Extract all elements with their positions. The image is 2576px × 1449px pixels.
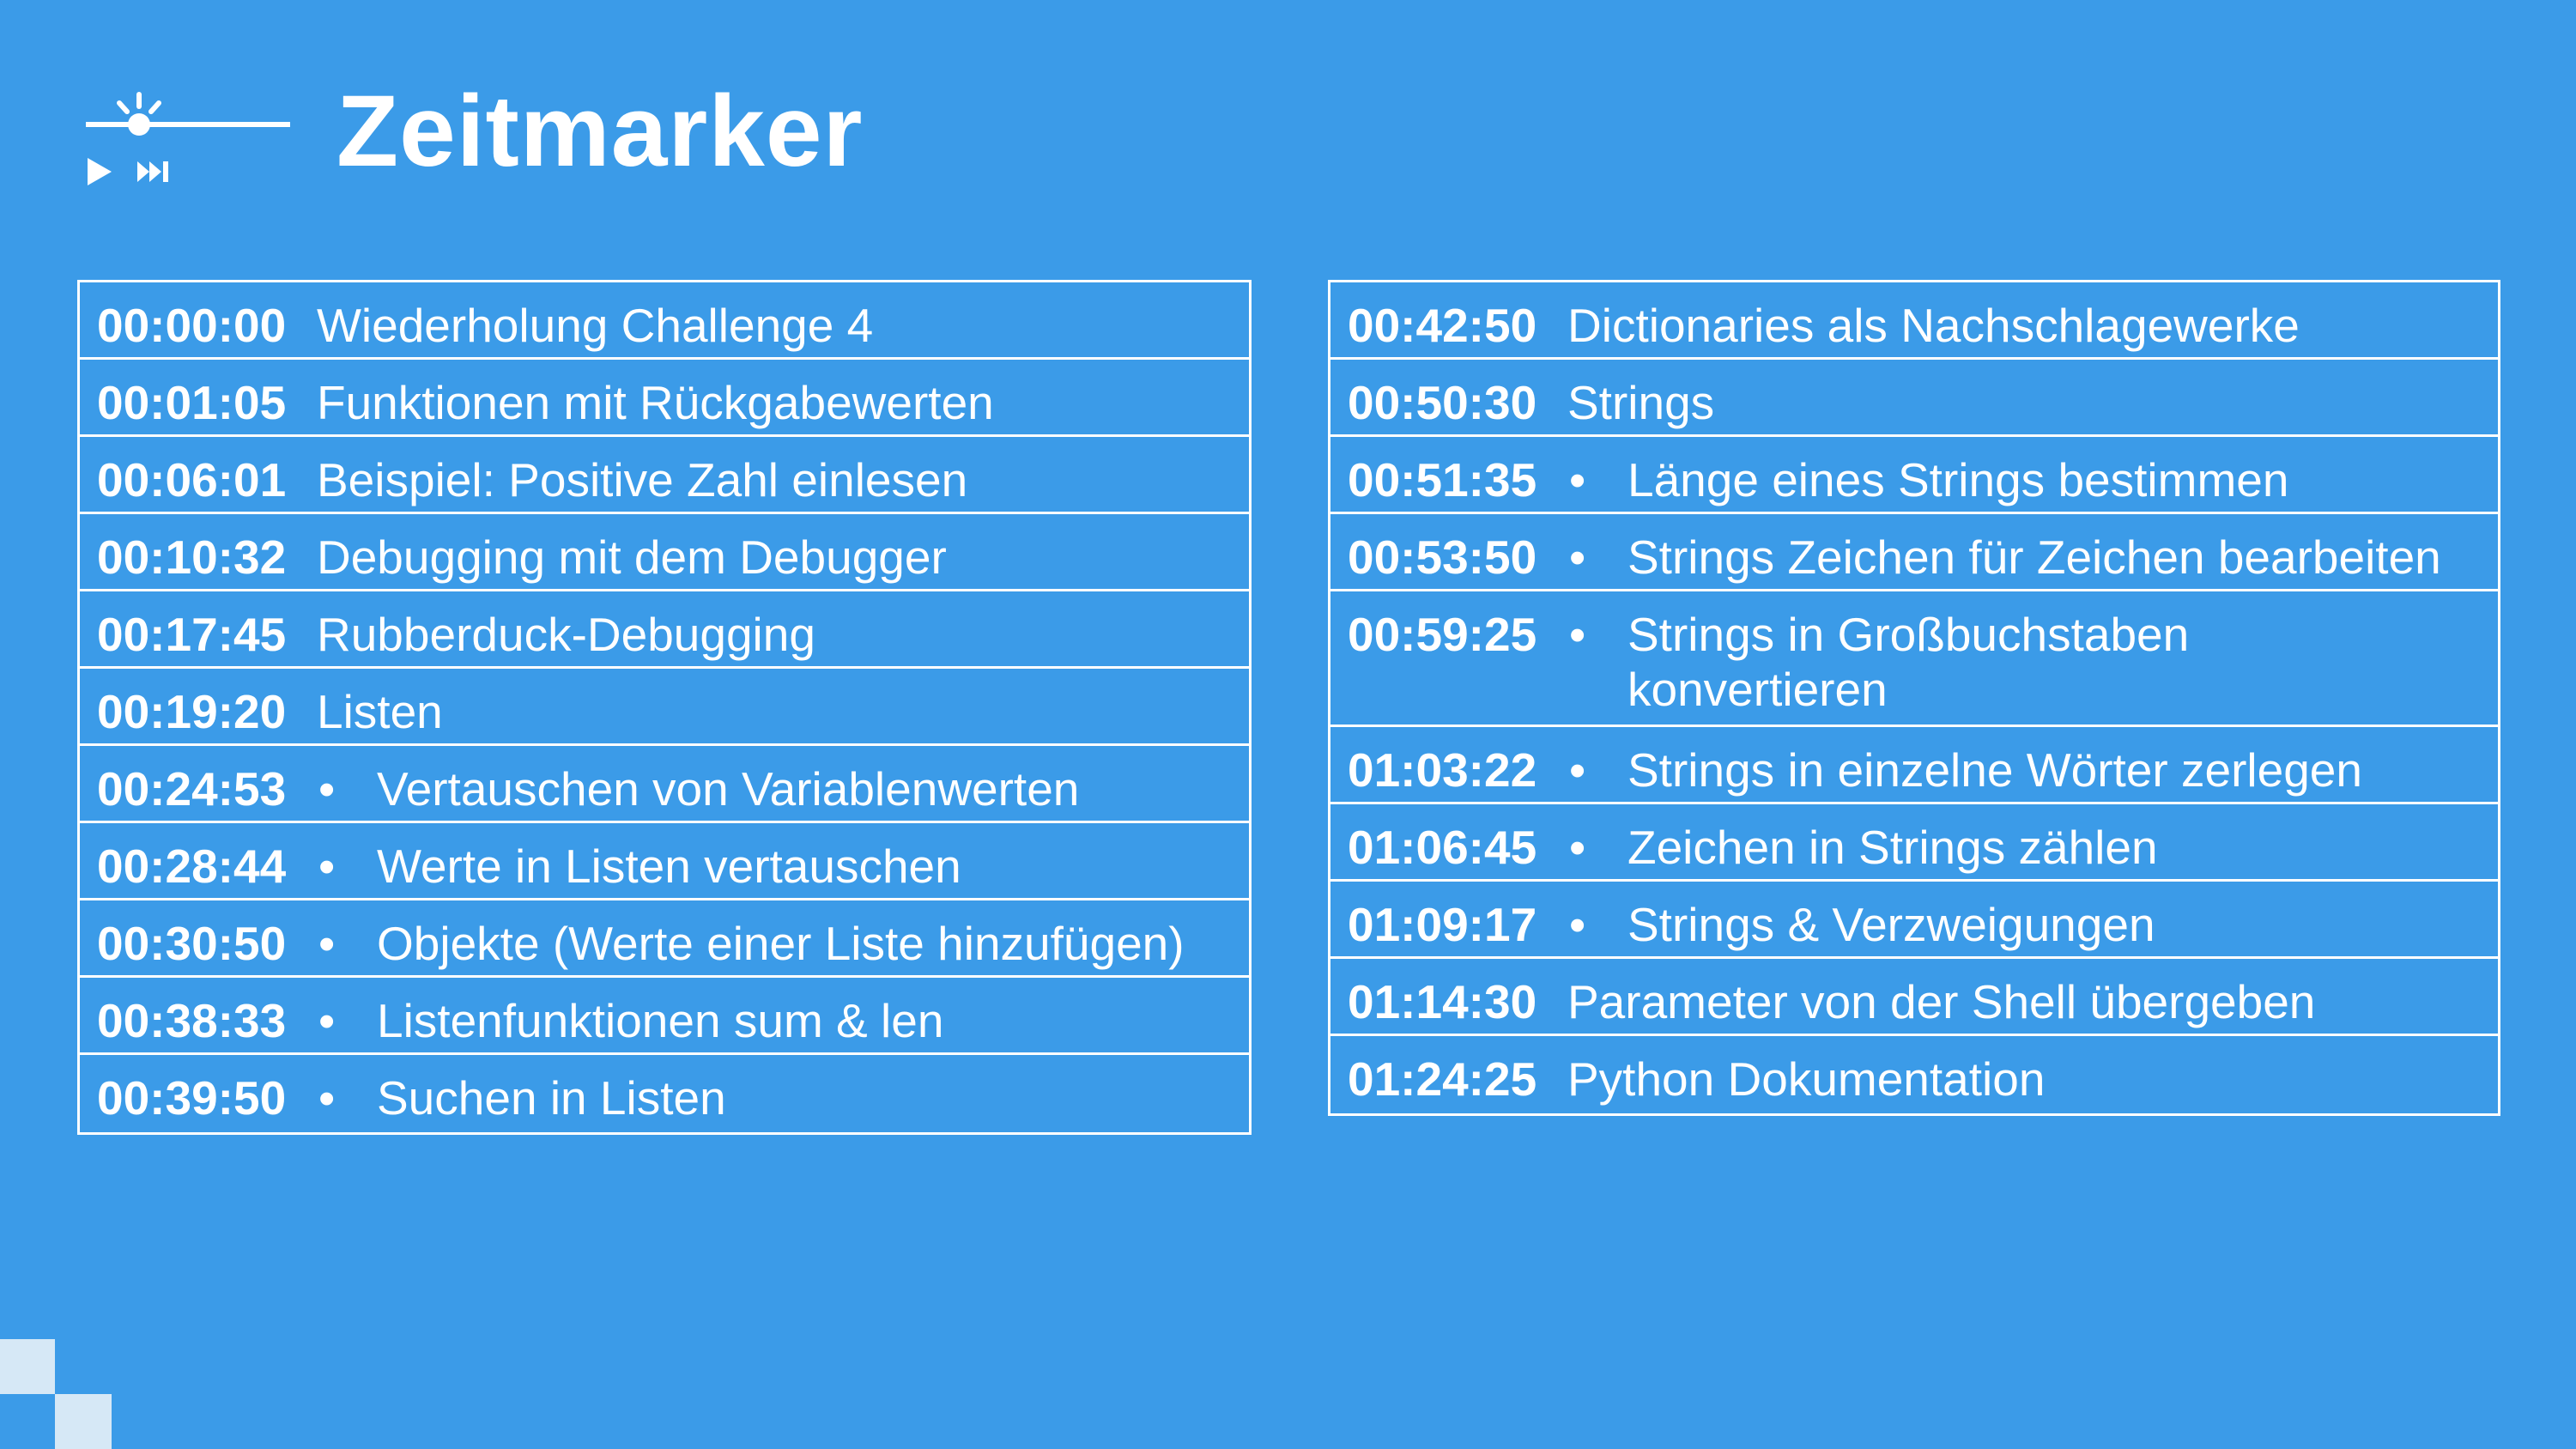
bullet-icon: • [1569,530,1586,584]
timestamp: 00:30:50 [97,917,287,970]
timestamp-row: 00:06:01 Beispiel: Positive Zahl einlesen [80,437,1249,514]
topic-label: Werte in Listen vertauschen [377,840,961,893]
topic-label: Beispiel: Positive Zahl einlesen [317,453,968,506]
timestamp-row: 00:39:50 • Suchen in Listen [80,1055,1249,1132]
bullet-icon: • [1569,608,1586,661]
timestamp-row: 00:17:45 Rubberduck-Debugging [80,591,1249,669]
timestamp: 00:01:05 [97,376,287,429]
timestamp-row: 00:38:33 • Listenfunktionen sum & len [80,978,1249,1055]
bullet-icon: • [318,917,336,970]
timestamp: 01:03:22 [1348,743,1537,797]
timestamp: 00:51:35 [1348,453,1537,506]
bullet-icon: • [318,762,336,815]
timestamp: 00:59:25 [1348,608,1537,661]
timestamp-row: 00:51:35 • Länge eines Strings bestimmen [1330,437,2498,514]
timestamp: 00:53:50 [1348,530,1537,584]
timestamp-row: 01:24:25 Python Dokumentation [1330,1036,2498,1113]
bullet-icon: • [1569,453,1586,506]
topic-label: Debugging mit dem Debugger [317,530,947,584]
timestamp-row: 00:10:32 Debugging mit dem Debugger [80,514,1249,591]
timestamp: 00:06:01 [97,453,287,506]
timestamp-table-right: 00:42:50 Dictionaries als Nachschlagewerk… [1328,280,2500,1116]
timestamp-table-left: 00:00:00 Wiederholung Challenge 4 00:01:05… [77,280,1252,1135]
timestamp-row: 00:50:30 Strings [1330,360,2498,437]
bullet-icon: • [1569,743,1586,797]
topic-label: Funktionen mit Rückgabewerten [317,376,994,429]
timestamp: 00:17:45 [97,608,287,661]
bullet-icon: • [318,994,336,1047]
topic-label: Strings in Großbuchstaben konvertieren [1627,608,2190,716]
page-title: Zeitmarker [336,75,864,188]
timestamp-row: 01:14:30 Parameter von der Shell übergebe… [1330,959,2498,1036]
timestamp-row: 00:42:50 Dictionaries als Nachschlagewerk… [1330,282,2498,360]
bullet-icon: • [1569,821,1586,874]
timestamp-row: 01:03:22 • Strings in einzelne Wörter zerl… [1330,727,2498,804]
topic-label: Strings [1567,376,1715,429]
topic-label: Strings Zeichen für Zeichen bearbeiten [1627,530,2441,584]
timestamp: 00:00:00 [97,299,287,352]
timeline-player-icon [86,92,290,185]
timestamp-row: 00:19:20 Listen [80,669,1249,746]
bullet-icon: • [1569,898,1586,951]
corner-decoration [0,1339,55,1394]
timestamp: 00:10:32 [97,530,287,584]
timestamp: 01:09:17 [1348,898,1537,951]
topic-label: Strings & Verzweigungen [1627,898,2155,951]
timestamp: 00:39:50 [97,1071,287,1125]
timestamp: 00:19:20 [97,685,287,738]
topic-label: Listenfunktionen sum & len [377,994,944,1047]
topic-label: Parameter von der Shell übergeben [1567,975,2316,1028]
timestamp-row: 00:53:50 • Strings Zeichen für Zeichen bea… [1330,514,2498,591]
timestamp-row: 00:01:05 Funktionen mit Rückgabewerten [80,360,1249,437]
topic-label: Zeichen in Strings zählen [1627,821,2158,874]
topic-label: Vertauschen von Variablenwerten [377,762,1080,815]
timestamp-row: 01:06:45 • Zeichen in Strings zählen [1330,804,2498,882]
topic-label: Python Dokumentation [1567,1052,2046,1106]
timestamp-row: 00:28:44 • Werte in Listen vertauschen [80,823,1249,900]
timestamp: 01:24:25 [1348,1052,1537,1106]
topic-label: Rubberduck-Debugging [317,608,815,661]
timestamp-row: 00:30:50 • Objekte (Werte einer Liste hinz… [80,900,1249,978]
timestamp-row: 01:09:17 • Strings & Verzweigungen [1330,882,2498,959]
timestamp-row: 00:24:53 • Vertauschen von Variablenwerten [80,746,1249,823]
timestamp: 00:24:53 [97,762,287,815]
timestamp-row: 00:00:00 Wiederholung Challenge 4 [80,282,1249,360]
bullet-icon: • [318,840,336,893]
timestamp-row: 00:59:25 • Strings in Großbuchstaben konve… [1330,591,2498,727]
topic-label: Objekte (Werte einer Liste hinzufügen) [377,917,1185,970]
timestamp: 01:14:30 [1348,975,1537,1028]
topic-label: Listen [317,685,443,738]
timestamp: 00:50:30 [1348,376,1537,429]
timestamp: 00:28:44 [97,840,287,893]
topic-label: Wiederholung Challenge 4 [317,299,874,352]
timestamp: 00:38:33 [97,994,287,1047]
timestamp: 00:42:50 [1348,299,1537,352]
timestamp: 01:06:45 [1348,821,1537,874]
topic-label: Suchen in Listen [377,1071,726,1125]
corner-decoration [55,1394,112,1449]
bullet-icon: • [318,1071,336,1125]
topic-label: Länge eines Strings bestimmen [1627,453,2289,506]
topic-label: Strings in einzelne Wörter zerlegen [1627,743,2362,797]
topic-label: Dictionaries als Nachschlagewerke [1567,299,2300,352]
